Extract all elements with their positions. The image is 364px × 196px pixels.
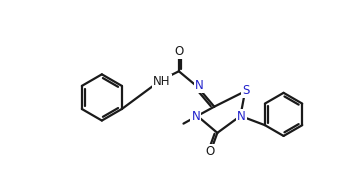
- Text: N: N: [237, 110, 246, 123]
- Text: N: N: [194, 79, 203, 92]
- Text: O: O: [206, 145, 215, 158]
- Text: NH: NH: [153, 75, 171, 88]
- Text: O: O: [174, 45, 183, 58]
- Text: S: S: [242, 84, 250, 97]
- Text: N: N: [191, 110, 200, 123]
